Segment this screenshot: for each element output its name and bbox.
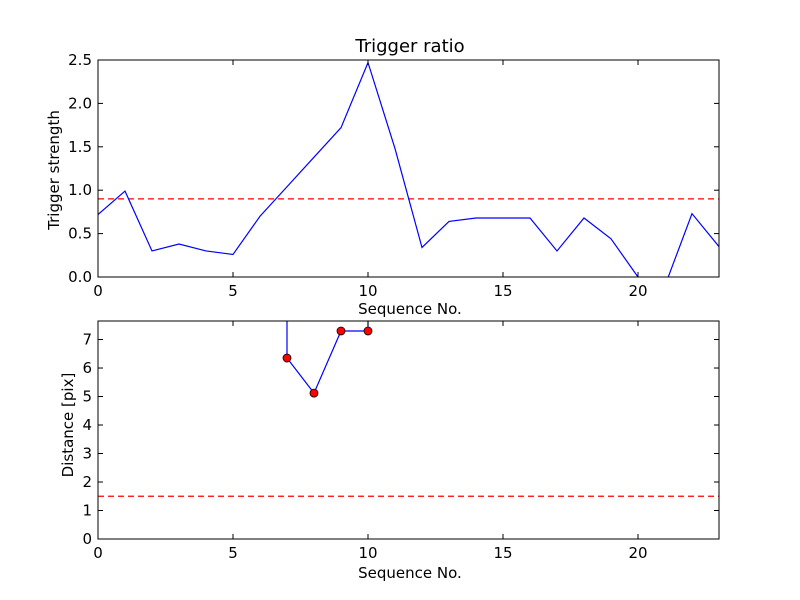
x-tick-label: 5 [228,282,238,300]
series-line [98,60,719,277]
y-tick-label: 1 [82,502,92,520]
plot-content [98,321,719,497]
series-line [286,330,368,395]
data-point [282,353,292,363]
distance-chart: 0 5 10 15 20 0 1 2 3 4 5 6 7 Sequence No. Distance [… [59,320,720,582]
x-tick-label: 15 [493,544,512,562]
y-tick-label: 5 [82,388,92,406]
y-tick-label: 7 [82,331,92,349]
plot-frame [97,320,720,540]
x-tick-label: 10 [358,282,377,300]
y-axis-label: Distance [pix] [59,373,77,478]
chart-title: Trigger ratio [354,36,464,57]
x-tick-label: 0 [93,544,103,562]
plot-area: 0 5 10 15 20 0 1 2 3 4 5 6 7 [82,320,720,562]
data-point [363,326,373,336]
plot-frame [97,59,720,278]
y-tick-label: 0.0 [68,268,92,286]
trigger-ratio-chart: Trigger ratio 0 5 10 15 20 0.0 0.5 1.0 1.5 2.0 2.5… [45,36,720,318]
y-tick-label: 0 [82,530,92,548]
y-tick-label: 2 [82,473,92,491]
y-tick-label: 4 [82,416,92,434]
x-tick-label: 5 [228,544,238,562]
y-tick-label: 1.0 [68,181,92,199]
y-axis-label: Trigger strength [45,110,63,231]
data-point [336,326,346,336]
x-axis-label: Sequence No. [358,300,462,318]
y-tick-label: 1.5 [68,138,92,156]
data-point [309,388,319,398]
plot-content [98,60,719,277]
x-axis-label: Sequence No. [358,564,462,582]
x-tick-label: 10 [358,544,377,562]
y-tick-label: 2.0 [68,94,92,112]
y-tick-label: 2.5 [68,51,92,69]
x-tick-label: 20 [628,282,647,300]
y-tick-label: 0.5 [68,225,92,243]
plot-area: 0 5 10 15 20 0.0 0.5 1.0 1.5 2.0 2.5 [68,51,720,300]
x-tick-label: 0 [93,282,103,300]
y-tick-label: 6 [82,359,92,377]
y-tick-label: 3 [82,445,92,463]
x-tick-label: 15 [493,282,512,300]
x-tick-label: 20 [628,544,647,562]
